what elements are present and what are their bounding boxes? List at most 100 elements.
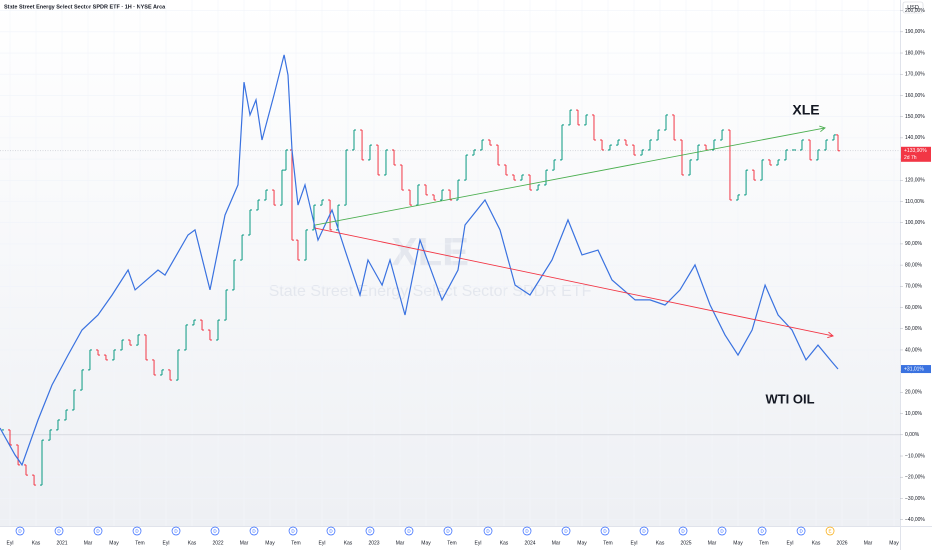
dividend-marker[interactable]: [796, 526, 806, 536]
x-tick-label: 2025: [680, 540, 691, 546]
earnings-label: E: [829, 528, 832, 533]
dividend-marker[interactable]: [561, 526, 571, 536]
y-tick-label: 90,00%: [905, 241, 923, 247]
x-tick-label: Mar: [552, 540, 561, 546]
dividend-marker[interactable]: [171, 526, 181, 536]
y-tick-label: −30,00%: [905, 496, 925, 502]
dividend-label: D: [96, 528, 100, 533]
currency-box[interactable]: [902, 1, 924, 14]
dividend-marker[interactable]: [54, 526, 64, 536]
y-tick-label: −10,00%: [905, 453, 925, 459]
dividend-marker[interactable]: [600, 526, 610, 536]
x-tick-label: Mar: [864, 540, 873, 546]
x-tick-label: 2021: [56, 540, 67, 546]
x-tick-label: Kas: [812, 540, 821, 546]
dividend-marker[interactable]: [717, 526, 727, 536]
y-tick-label: 80,00%: [905, 262, 923, 268]
x-tick-label: Tem: [135, 540, 144, 546]
y-tick-label: 40,00%: [905, 347, 923, 353]
x-tick-label: Mar: [396, 540, 405, 546]
dividend-label: D: [368, 528, 372, 533]
countdown-label: 2d 7h: [904, 155, 917, 161]
y-tick-label: 200,00%: [905, 8, 925, 14]
x-tick-label: May: [889, 540, 899, 546]
dividend-label: D: [135, 528, 139, 533]
y-tick-label: 120,00%: [905, 178, 925, 184]
y-tick-label: 160,00%: [905, 93, 925, 99]
x-tick-label: Kas: [32, 540, 41, 546]
x-tick-label: Eyl: [631, 540, 638, 546]
x-tick-label: 2024: [524, 540, 535, 546]
y-tick-label: 170,00%: [905, 72, 925, 78]
x-tick-label: 2022: [212, 540, 223, 546]
y-tick-label: 190,00%: [905, 29, 925, 35]
x-tick-label: 2026: [836, 540, 847, 546]
y-tick-label: 70,00%: [905, 284, 923, 290]
y-tick-label: −40,00%: [905, 517, 925, 523]
x-tick-label: Mar: [240, 540, 249, 546]
last-price-tag: [901, 146, 931, 162]
earnings-marker[interactable]: [825, 526, 835, 536]
currency[interactable]: USD: [907, 5, 919, 11]
x-tick-label: Mar: [84, 540, 93, 546]
y-tick-label: 140,00%: [905, 135, 925, 141]
dividend-label: D: [57, 528, 61, 533]
x-tick-label: Kas: [188, 540, 197, 546]
dividend-label: D: [252, 528, 256, 533]
dividend-marker[interactable]: [757, 526, 767, 536]
x-tick-label: May: [733, 540, 743, 546]
y-tick-label: 60,00%: [905, 305, 923, 311]
x-tick-label: May: [265, 540, 275, 546]
dividend-label: D: [174, 528, 178, 533]
dividend-marker[interactable]: [288, 526, 298, 536]
dividend-marker[interactable]: [210, 526, 220, 536]
dividend-label: D: [799, 528, 803, 533]
dividend-label: D: [291, 528, 295, 533]
last-price-tag: [901, 365, 931, 374]
dividend-label: D: [407, 528, 411, 533]
dividend-marker[interactable]: [93, 526, 103, 536]
dividend-marker[interactable]: [443, 526, 453, 536]
x-tick-label: Eyl: [475, 540, 482, 546]
x-tick-label: Eyl: [787, 540, 794, 546]
dividend-marker[interactable]: [483, 526, 493, 536]
y-tick-label: 100,00%: [905, 220, 925, 226]
dividend-label: D: [446, 528, 450, 533]
dividend-label: D: [642, 528, 646, 533]
x-tick-label: Tem: [603, 540, 612, 546]
dividend-marker[interactable]: [326, 526, 336, 536]
dividend-label: D: [564, 528, 568, 533]
dividend-marker[interactable]: [522, 526, 532, 536]
x-tick-label: May: [109, 540, 119, 546]
dividend-label: D: [760, 528, 764, 533]
dividend-label: D: [525, 528, 529, 533]
y-tick-label: 180,00%: [905, 50, 925, 56]
trend-arrow: [819, 125, 826, 133]
x-tick-label: Tem: [447, 540, 456, 546]
dividend-marker[interactable]: [15, 526, 25, 536]
x-tick-label: Kas: [656, 540, 665, 546]
dividend-label: D: [18, 528, 22, 533]
x-tick-label: 2023: [368, 540, 379, 546]
dividend-marker[interactable]: [132, 526, 142, 536]
dividend-marker[interactable]: [678, 526, 688, 536]
dividend-label: D: [603, 528, 607, 533]
dividend-label: D: [213, 528, 217, 533]
last-price-label: +31,01%: [904, 366, 924, 372]
dividend-marker[interactable]: [365, 526, 375, 536]
x-tick-label: Eyl: [163, 540, 170, 546]
dividend-marker[interactable]: [639, 526, 649, 536]
dividend-marker[interactable]: [249, 526, 259, 536]
x-tick-label: Mar: [708, 540, 717, 546]
trend-line: [314, 127, 826, 226]
y-tick-label: 10,00%: [905, 411, 923, 417]
dividend-label: D: [681, 528, 685, 533]
y-tick-label: 50,00%: [905, 326, 923, 332]
watermark-name: State Street Energy Select Sector SPDR E…: [269, 283, 592, 300]
x-tick-label: Kas: [500, 540, 509, 546]
x-tick-label: May: [421, 540, 431, 546]
x-tick-label: Eyl: [7, 540, 14, 546]
dividend-marker[interactable]: [404, 526, 414, 536]
